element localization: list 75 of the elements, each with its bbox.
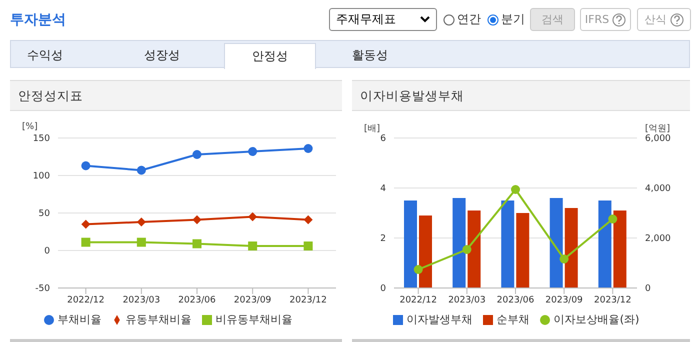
- bar: [613, 210, 626, 288]
- point: [81, 238, 90, 247]
- bar: [468, 210, 481, 288]
- bar: [419, 216, 432, 288]
- bar: [598, 200, 612, 288]
- point: [192, 215, 202, 224]
- bar: [550, 198, 563, 288]
- legend-label: 이자발생부채: [406, 313, 473, 326]
- point: [81, 161, 90, 170]
- bar: [516, 213, 530, 288]
- text: 분기: [500, 11, 525, 28]
- point: [136, 166, 146, 175]
- y-tick-label: 0: [44, 246, 50, 257]
- bar: [564, 208, 578, 288]
- text: 검색: [530, 8, 575, 31]
- x-tick-label: 2022/12: [67, 295, 104, 306]
- y2-tick-label: 2,000: [645, 234, 672, 244]
- text: 산식: [637, 8, 691, 31]
- y-tick-label: 100: [32, 172, 50, 182]
- chart-title: 안정성지표: [10, 80, 342, 111]
- x-tick-label: 2023/09: [545, 295, 584, 306]
- point: [136, 238, 146, 247]
- text: 안정성: [224, 43, 316, 69]
- x-tick-label: 2023/12: [594, 295, 632, 306]
- point: [608, 214, 618, 224]
- y-tick-label: 2: [380, 234, 386, 244]
- point: [248, 212, 258, 222]
- legend-label: 이자보상배율(좌): [554, 313, 640, 326]
- point: [248, 242, 258, 250]
- y-tick-label: 6: [380, 134, 386, 144]
- point: [304, 144, 313, 153]
- point: [462, 245, 472, 254]
- x-tick-label: 2023/09: [234, 295, 272, 306]
- bar: [404, 200, 417, 288]
- y-tick-label: 0: [380, 284, 386, 294]
- bar: [501, 200, 514, 288]
- y-tick-label: 50: [38, 209, 50, 220]
- legend-label: 부채비율: [58, 313, 102, 326]
- point: [136, 218, 146, 226]
- bar: [452, 198, 466, 288]
- text: 투자분석: [10, 11, 66, 29]
- text: 활동성: [351, 46, 389, 64]
- point: [192, 239, 202, 248]
- x-tick-label: 2023/12: [290, 295, 327, 306]
- x-tick-label: 2023/06: [178, 295, 216, 306]
- point: [192, 150, 202, 159]
- text: 수익성: [26, 46, 64, 64]
- x-tick-label: 2023/03: [448, 295, 486, 306]
- point: [304, 242, 313, 250]
- text: 연간: [456, 11, 481, 28]
- legend-label: 순부채: [496, 313, 530, 326]
- y2-axis-title: [억원]: [644, 123, 670, 134]
- legend-label: 유동부채비율: [126, 313, 192, 326]
- point: [414, 265, 423, 274]
- y2-tick-label: 6,000: [645, 134, 672, 144]
- y-axis-title: [%]: [22, 122, 38, 132]
- x-tick-label: 2022/12: [400, 295, 437, 306]
- point: [81, 220, 90, 229]
- point: [304, 215, 313, 224]
- chart-title: 이자비용발생부채: [352, 80, 690, 111]
- point: [248, 147, 258, 156]
- x-tick-label: 2023/03: [122, 295, 160, 306]
- y2-tick-label: 0: [645, 284, 651, 294]
- x-tick-label: 2023/06: [496, 295, 534, 306]
- y-axis-title: [배]: [364, 123, 380, 135]
- text: IFRS: [580, 8, 631, 31]
- y-tick-label: -50: [35, 284, 50, 294]
- y2-tick-label: 4,000: [645, 184, 672, 194]
- legend-label: 비유동부채비율: [216, 313, 292, 326]
- y-tick-label: 4: [380, 184, 386, 194]
- point: [511, 185, 520, 194]
- y-tick-label: 150: [32, 134, 50, 144]
- text: 성장성: [143, 46, 181, 64]
- text: 주재무제표: [336, 11, 396, 28]
- point: [560, 254, 569, 264]
